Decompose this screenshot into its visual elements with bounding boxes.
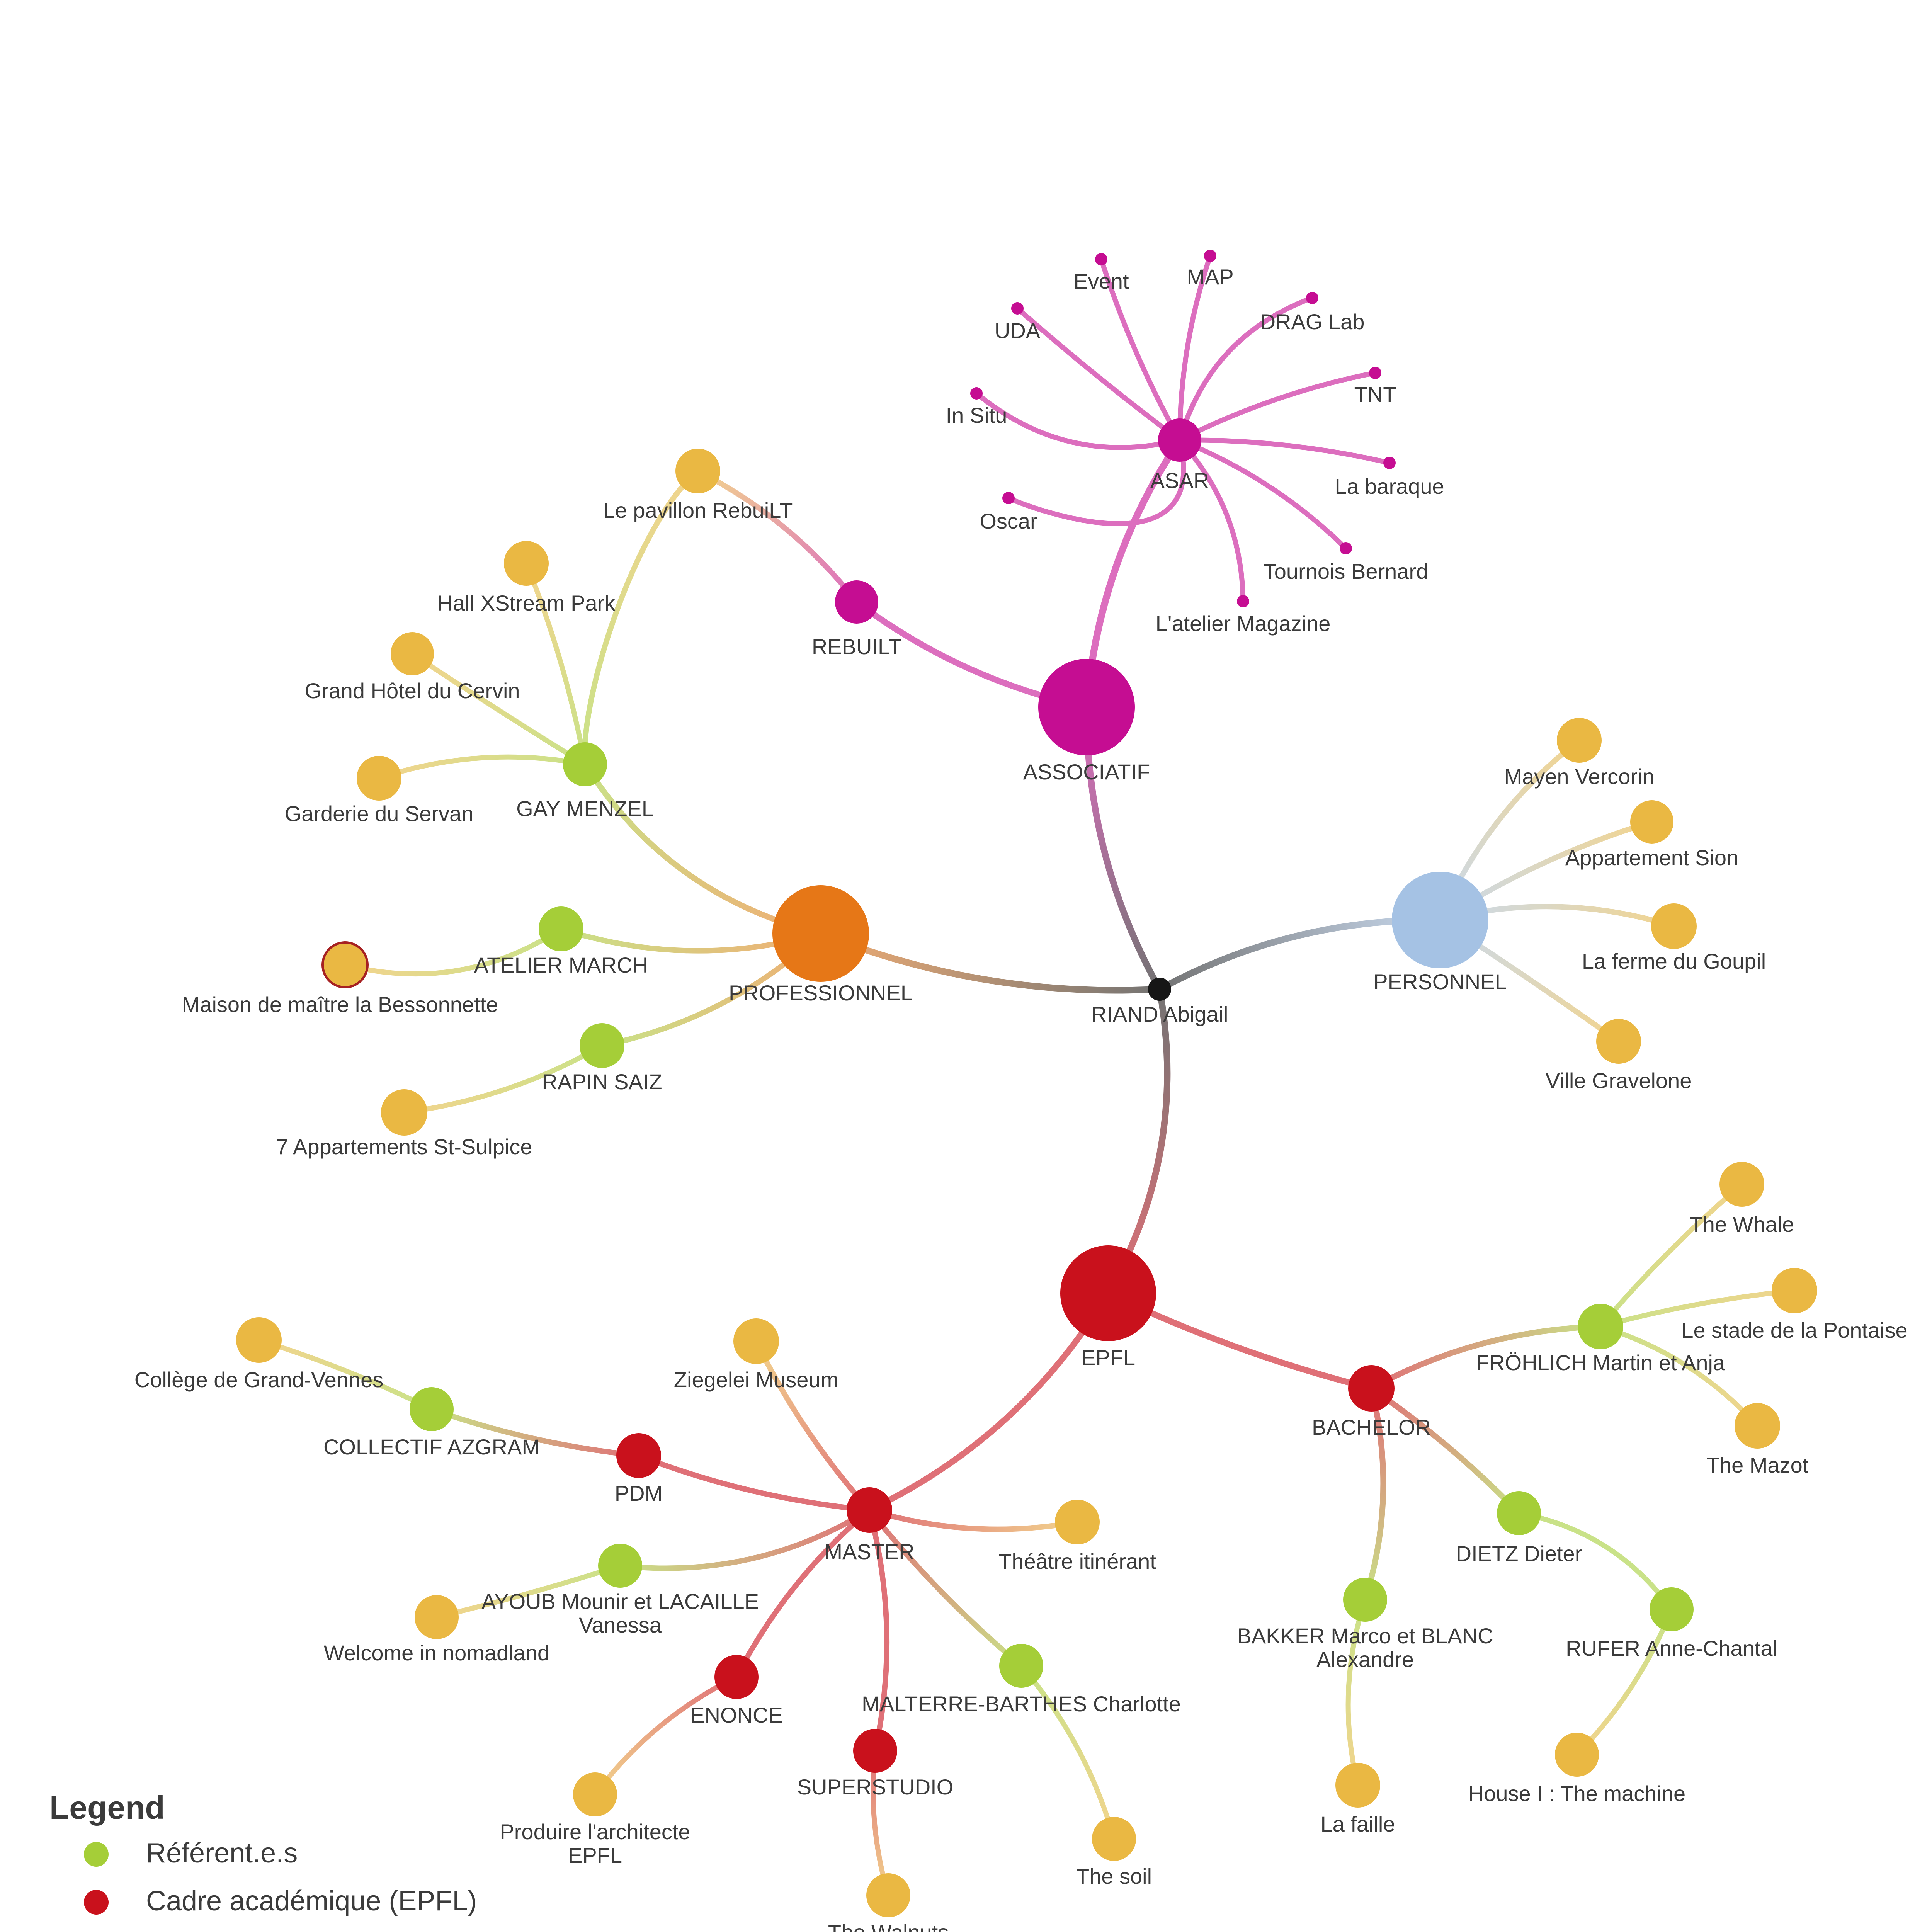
svg-text:Grand Hôtel du Cervin: Grand Hôtel du Cervin	[304, 679, 520, 703]
svg-text:La ferme du Goupil: La ferme du Goupil	[1582, 949, 1766, 973]
svg-text:Mayen Vercorin: Mayen Vercorin	[1504, 764, 1654, 789]
svg-text:Hall XStream Park: Hall XStream Park	[437, 591, 616, 615]
svg-text:Théâtre itinérant: Théâtre itinérant	[998, 1549, 1156, 1573]
svg-text:La baraque: La baraque	[1335, 474, 1444, 498]
svg-text:DRAG Lab: DRAG Lab	[1260, 310, 1365, 334]
svg-text:The soil: The soil	[1076, 1864, 1152, 1888]
svg-text:UDA: UDA	[995, 318, 1041, 343]
svg-text:COLLECTIF AZGRAM: COLLECTIF AZGRAM	[323, 1435, 540, 1459]
svg-text:Ziegelei Museum: Ziegelei Museum	[674, 1367, 838, 1392]
svg-text:Produire l'architecte: Produire l'architecte	[500, 1820, 690, 1844]
svg-text:Collège de Grand-Vennes: Collège de Grand-Vennes	[134, 1367, 383, 1392]
svg-text:PROFESSIONNEL: PROFESSIONNEL	[729, 981, 913, 1005]
svg-text:REBUILT: REBUILT	[812, 634, 901, 659]
svg-text:PERSONNEL: PERSONNEL	[1373, 969, 1507, 994]
svg-text:In Situ: In Situ	[946, 403, 1007, 427]
svg-text:Alexandre: Alexandre	[1316, 1647, 1414, 1672]
svg-text:Maison de maître la Bessonnett: Maison de maître la Bessonnette	[182, 992, 498, 1017]
svg-text:GAY MENZEL: GAY MENZEL	[516, 796, 654, 821]
svg-text:La faille: La faille	[1320, 1812, 1395, 1836]
svg-text:Le pavillon RebuiLT: Le pavillon RebuiLT	[603, 498, 793, 522]
svg-text:ASAR: ASAR	[1150, 468, 1209, 493]
svg-text:Vanessa: Vanessa	[579, 1613, 662, 1637]
svg-text:EPFL: EPFL	[568, 1843, 622, 1867]
svg-text:Appartement Sion: Appartement Sion	[1565, 845, 1738, 870]
svg-text:Ville Gravelone: Ville Gravelone	[1546, 1068, 1692, 1093]
svg-text:ATELIER MARCH: ATELIER MARCH	[474, 953, 648, 977]
svg-text:DIETZ Dieter: DIETZ Dieter	[1456, 1541, 1582, 1566]
svg-text:7 Appartements St-Sulpice: 7 Appartements St-Sulpice	[276, 1134, 532, 1159]
svg-text:EPFL: EPFL	[1081, 1345, 1135, 1370]
svg-text:TNT: TNT	[1354, 382, 1396, 406]
svg-text:The Whale: The Whale	[1690, 1212, 1794, 1236]
svg-text:SUPERSTUDIO: SUPERSTUDIO	[797, 1775, 954, 1799]
svg-text:RIAND Abigail: RIAND Abigail	[1091, 1002, 1228, 1026]
svg-text:The Walnuts: The Walnuts	[828, 1920, 949, 1932]
svg-text:RAPIN SAIZ: RAPIN SAIZ	[542, 1070, 662, 1094]
svg-text:Le stade de la Pontaise: Le stade de la Pontaise	[1681, 1318, 1907, 1342]
svg-text:Tournois Bernard: Tournois Bernard	[1264, 559, 1428, 583]
svg-text:ASSOCIATIF: ASSOCIATIF	[1023, 760, 1150, 784]
svg-text:PDM: PDM	[615, 1481, 663, 1505]
svg-text:FRÖHLICH Martin et Anja: FRÖHLICH Martin et Anja	[1476, 1350, 1725, 1375]
svg-text:The Mazot: The Mazot	[1706, 1453, 1809, 1477]
svg-text:MAP: MAP	[1187, 265, 1233, 289]
svg-text:Oscar: Oscar	[980, 509, 1037, 533]
svg-text:MASTER: MASTER	[824, 1539, 914, 1564]
svg-text:Legend: Legend	[49, 1789, 165, 1826]
svg-text:Event: Event	[1073, 269, 1129, 293]
svg-text:Welcome in nomadland: Welcome in nomadland	[324, 1641, 549, 1665]
svg-text:BACHELOR: BACHELOR	[1312, 1415, 1431, 1439]
svg-text:BAKKER Marco et BLANC: BAKKER Marco et BLANC	[1237, 1624, 1493, 1648]
svg-text:Garderie du Servan: Garderie du Servan	[285, 801, 474, 826]
svg-text:L'atelier Magazine: L'atelier Magazine	[1156, 611, 1331, 636]
svg-text:MALTERRE-BARTHES Charlotte: MALTERRE-BARTHES Charlotte	[862, 1692, 1181, 1716]
svg-text:RUFER Anne-Chantal: RUFER Anne-Chantal	[1566, 1636, 1777, 1660]
svg-text:AYOUB Mounir et LACAILLE: AYOUB Mounir et LACAILLE	[481, 1589, 759, 1614]
svg-text:Référent.e.s: Référent.e.s	[146, 1838, 298, 1869]
svg-text:ENONCE: ENONCE	[690, 1703, 783, 1727]
svg-text:House I : The machine: House I : The machine	[1468, 1781, 1685, 1806]
svg-text:Cadre académique (EPFL): Cadre académique (EPFL)	[146, 1886, 477, 1917]
